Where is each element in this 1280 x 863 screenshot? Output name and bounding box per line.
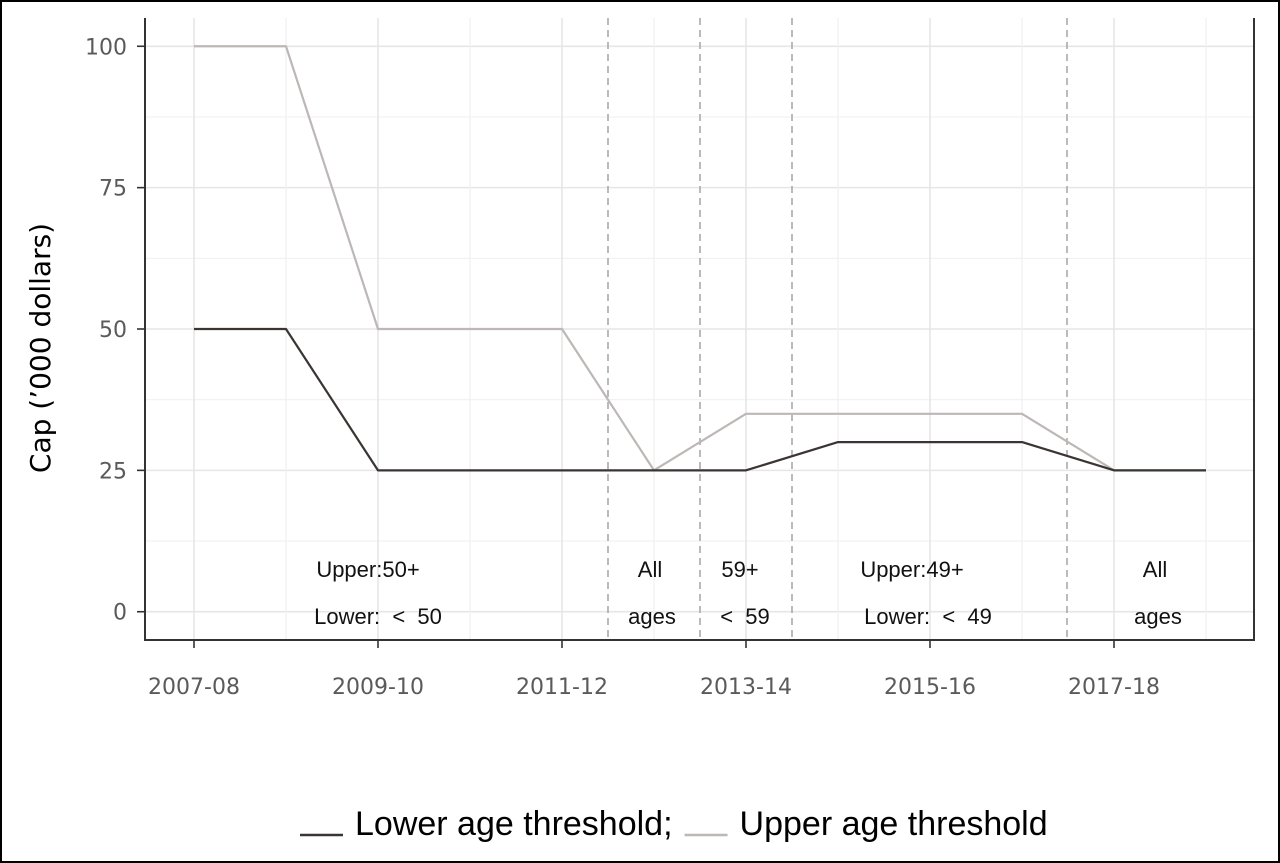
y-tick-label: 25: [99, 459, 127, 484]
series-group: [194, 45, 1206, 472]
annotation: Lower: < 50: [314, 604, 442, 629]
y-tick-label: 50: [99, 318, 127, 343]
period-dividers: [607, 18, 1068, 640]
annotation: Upper:49+: [860, 557, 963, 582]
x-tick-label: 2011-12: [516, 675, 608, 700]
x-tick-label: 2017-18: [1068, 675, 1160, 700]
x-tick-label: 2009-10: [332, 675, 424, 700]
y-axis-title: Cap (’000 dollars): [24, 223, 57, 473]
annotation: All: [638, 557, 662, 582]
annotation: ages: [628, 604, 676, 629]
annotation: ages: [1134, 604, 1182, 629]
ticks: 0 25 50 75 100 2007-08 2009-10 2011-12 2013-14 20…: [85, 35, 1160, 700]
series-line: [194, 45, 1206, 472]
annotations: Upper:50+ Lower: < 50 All ages 59+ < 59 …: [314, 557, 1182, 629]
x-tick-label: 2015-16: [884, 675, 976, 700]
annotation: Upper:50+: [316, 557, 419, 582]
y-tick-label: 100: [85, 35, 127, 60]
y-tick-label: 0: [113, 601, 127, 626]
legend: Lower age threshold; Upper age threshold: [300, 805, 1048, 843]
annotation: < 59: [720, 604, 770, 629]
x-tick-label: 2007-08: [148, 675, 240, 700]
legend-label: Lower age threshold;: [355, 805, 673, 843]
y-tick-label: 75: [99, 177, 127, 202]
legend-label: Upper age threshold: [740, 805, 1048, 843]
annotation: 59+: [721, 557, 758, 582]
series-line: [194, 327, 1206, 472]
x-tick-label: 2013-14: [700, 675, 792, 700]
annotation: Lower: < 49: [864, 604, 992, 629]
annotation: All: [1143, 557, 1167, 582]
